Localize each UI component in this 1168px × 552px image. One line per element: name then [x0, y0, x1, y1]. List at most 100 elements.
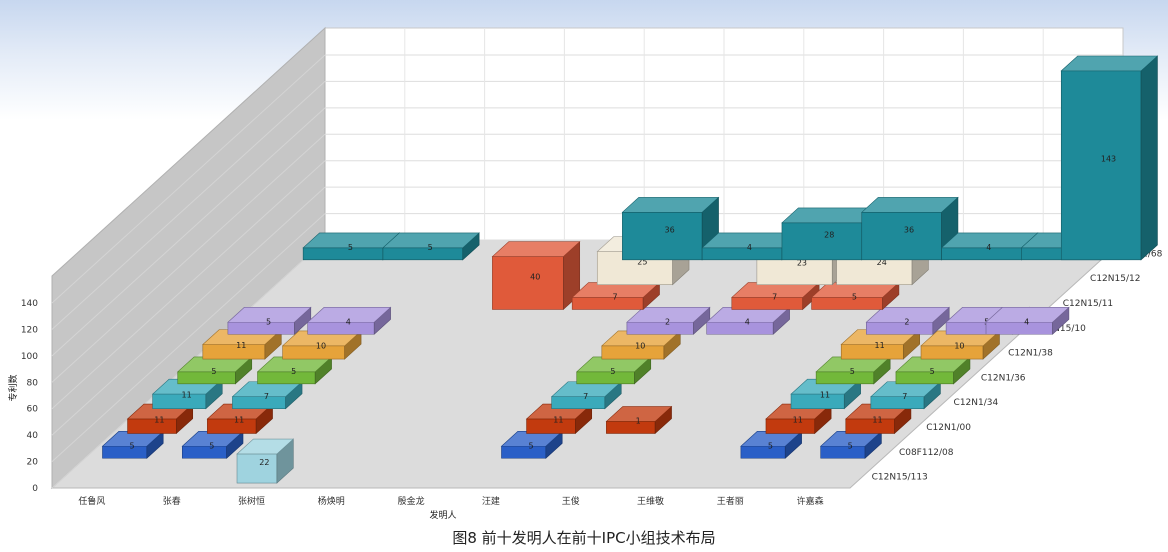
bar: 11 — [151, 378, 224, 410]
y-tick-label: 100 — [21, 352, 38, 362]
bar: 7 — [870, 381, 942, 410]
series-tick-label: C12N1/34 — [954, 398, 999, 408]
bar-value-label: 1 — [636, 417, 641, 426]
bar: 2 — [626, 306, 711, 335]
y-tick-label: 20 — [27, 458, 39, 468]
bar: 4 — [985, 306, 1070, 335]
bar-value-label: 5 — [610, 367, 615, 376]
bar-value-label: 36 — [904, 225, 914, 234]
bar: 5 — [815, 356, 891, 385]
bar-value-label: 11 — [553, 415, 563, 424]
bar-value-label: 7 — [612, 293, 617, 302]
x-tick-label: 汪建 — [482, 495, 500, 507]
x-tick-label: 王维敬 — [637, 495, 664, 507]
bar-value-label: 5 — [291, 367, 296, 376]
gridline-side — [51, 186, 326, 436]
bar-value-label: 40 — [530, 272, 540, 281]
bar: 10 — [601, 330, 682, 360]
series-tick-label: C08F112/08 — [899, 448, 954, 458]
bar-value-label: 10 — [954, 342, 964, 351]
bar-value-label: 11 — [234, 415, 244, 424]
bar: 36 — [621, 196, 720, 261]
bar: 7 — [571, 281, 661, 311]
bar-value-label: 4 — [745, 318, 750, 327]
y-tick-label: 40 — [27, 431, 39, 441]
bar-value-label: 5 — [428, 243, 433, 252]
x-axis-label: 发明人 — [430, 509, 457, 521]
bar-value-label: 4 — [747, 243, 752, 252]
bar: 40 — [491, 241, 581, 311]
bar: 5 — [575, 356, 652, 385]
x-tick-label: 张春 — [163, 495, 181, 507]
y-tick-label: 120 — [21, 325, 38, 335]
bar-value-label: 5 — [211, 367, 216, 376]
y-tick-label: 80 — [27, 378, 39, 388]
bar: 5 — [819, 430, 883, 459]
series-tick-label: C12N15/113 — [872, 473, 928, 483]
bar-value-label: 4 — [986, 243, 991, 252]
bar: 5 — [382, 232, 480, 261]
x-tick-label: 王俊 — [562, 495, 580, 507]
bar: 10 — [920, 330, 1001, 360]
bar: 1 — [605, 405, 673, 435]
bar: 5 — [181, 430, 244, 459]
bar-value-label: 11 — [154, 415, 164, 424]
figure-caption: 图8 前十发明人在前十IPC小组技术布局 — [452, 529, 716, 547]
series-tick-label: C12N15/10 — [1035, 324, 1086, 334]
series-tick-label: C12N15/12 — [1090, 274, 1140, 284]
gridline-side — [51, 54, 326, 304]
bar-value-label: 7 — [772, 293, 777, 302]
bar: 22 — [236, 438, 295, 484]
bar: 10 — [281, 330, 362, 360]
gridline-side — [51, 81, 326, 330]
bar-value-label: 5 — [209, 442, 214, 451]
bar-value-label: 143 — [1101, 155, 1116, 164]
bar-value-label: 5 — [528, 442, 533, 451]
y-tick-label: 0 — [32, 484, 38, 494]
y-axis-label: 专利数 — [7, 374, 19, 401]
bar: 5 — [895, 356, 971, 385]
bar-value-label: 5 — [848, 442, 853, 451]
bar-value-label: 4 — [1024, 318, 1029, 327]
bar-value-label: 5 — [930, 367, 935, 376]
bar: 11 — [525, 403, 593, 435]
bar: 5 — [302, 232, 401, 261]
gridline-side — [51, 133, 326, 383]
bar: 7 — [731, 281, 820, 311]
bar-value-label: 36 — [665, 225, 675, 234]
bar-value-label: 11 — [236, 341, 246, 350]
series-tick-label: C12N1/00 — [926, 423, 971, 433]
bar-value-label: 11 — [875, 341, 885, 350]
bar-value-label: 10 — [635, 342, 645, 351]
bar-value-label: 5 — [266, 318, 271, 327]
bar-value-label: 5 — [129, 442, 134, 451]
bar-value-label: 7 — [264, 392, 269, 401]
bar: 2 — [865, 306, 950, 335]
bar-value-label: 10 — [316, 342, 326, 351]
bar: 5 — [256, 356, 333, 385]
bar: 5 — [810, 281, 900, 311]
x-tick-label: 张树恒 — [238, 495, 265, 507]
bar-value-label: 5 — [850, 367, 855, 376]
bar-value-label: 5 — [768, 442, 773, 451]
bar-value-label: 23 — [797, 259, 807, 268]
bar: 5 — [740, 430, 803, 459]
bar: 5 — [500, 430, 563, 459]
x-tick-label: 任鲁风 — [78, 495, 105, 507]
bar-value-label: 4 — [346, 318, 351, 327]
bar: 7 — [550, 381, 623, 410]
gridline-side — [51, 160, 326, 410]
bar: 4 — [705, 306, 791, 335]
bar-value-label: 11 — [872, 415, 882, 424]
y-tick-label: 140 — [21, 299, 38, 309]
bar-value-label: 2 — [665, 318, 670, 327]
bar-value-label: 11 — [182, 391, 192, 400]
x-tick-label: 殷金龙 — [398, 495, 425, 507]
x-tick-label: 许嘉森 — [797, 495, 824, 507]
y-tick-label: 60 — [27, 405, 39, 415]
x-tick-label: 王者丽 — [717, 496, 744, 507]
bar-value-label: 22 — [259, 458, 269, 467]
bar-value-label: 24 — [877, 258, 887, 267]
